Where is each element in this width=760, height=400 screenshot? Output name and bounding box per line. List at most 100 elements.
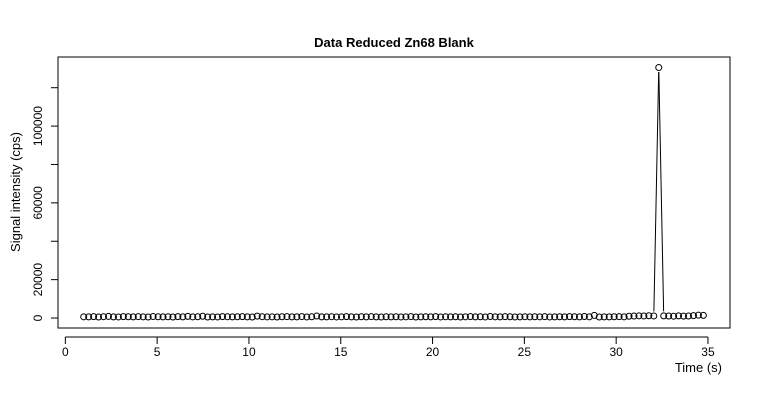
data-point <box>184 312 192 320</box>
data-point <box>238 313 246 321</box>
data-point <box>417 313 425 321</box>
data-point <box>615 313 623 321</box>
data-point <box>382 313 390 321</box>
data-point <box>590 311 598 319</box>
data-point <box>541 313 549 321</box>
x-tick-label: 10 <box>242 345 256 359</box>
data-point <box>169 313 177 321</box>
data-point <box>521 313 529 321</box>
data-point <box>660 312 668 320</box>
data-point <box>90 313 98 321</box>
data-point <box>580 313 588 321</box>
x-tick-label: 20 <box>426 345 440 359</box>
data-point <box>437 313 445 321</box>
data-point <box>600 313 608 321</box>
data-point <box>109 313 117 321</box>
data-point <box>179 313 187 321</box>
data-point <box>650 312 658 320</box>
data-point <box>501 313 509 321</box>
data-point <box>625 312 633 320</box>
x-tick-label: 15 <box>334 345 348 359</box>
data-point <box>278 313 286 321</box>
x-tick-label: 25 <box>518 345 532 359</box>
data-point <box>328 313 336 321</box>
data-point <box>303 313 311 321</box>
data-point <box>134 313 142 321</box>
data-point <box>620 313 628 321</box>
data-point <box>566 313 574 321</box>
data-point <box>293 313 301 321</box>
data-point <box>154 313 162 321</box>
data-point <box>298 313 306 321</box>
data-point <box>95 313 103 321</box>
data-point <box>546 313 554 321</box>
data-point <box>100 313 108 321</box>
data-point <box>640 312 648 320</box>
data-point <box>689 312 697 320</box>
data-point <box>333 313 341 321</box>
data-point <box>442 313 450 321</box>
data-point <box>214 313 222 321</box>
data-point <box>610 313 618 321</box>
x-tick-label: 35 <box>701 345 715 359</box>
data-point <box>680 312 688 320</box>
data-point <box>347 313 355 321</box>
data-point <box>268 313 276 321</box>
x-tick-label: 5 <box>154 345 161 359</box>
data-point <box>699 311 707 319</box>
data-point <box>447 313 455 321</box>
data-point <box>516 313 524 321</box>
line-segment <box>653 72 660 312</box>
data-point <box>313 312 321 320</box>
data-point <box>526 313 534 321</box>
data-point <box>209 313 217 321</box>
data-point <box>511 313 519 321</box>
data-point <box>422 313 430 321</box>
data-point <box>243 313 251 321</box>
x-tick-label: 30 <box>609 345 623 359</box>
data-point <box>104 312 112 320</box>
data-point <box>685 312 693 320</box>
y-tick-label: 100000 <box>31 106 45 146</box>
data-point <box>139 313 147 321</box>
data-point <box>645 312 653 320</box>
data-point <box>114 313 122 321</box>
data-point <box>694 311 702 319</box>
data-point <box>308 313 316 321</box>
data-point <box>288 313 296 321</box>
x-axis-label: Time (s) <box>675 360 722 375</box>
data-point <box>159 313 167 321</box>
data-point <box>357 313 365 321</box>
data-point <box>164 313 172 321</box>
data-point <box>630 312 638 320</box>
data-point <box>119 313 127 321</box>
y-tick-label: 60000 <box>31 186 45 220</box>
data-point <box>367 313 375 321</box>
data-point <box>223 313 231 321</box>
data-point <box>407 313 415 321</box>
line-segment <box>658 72 665 312</box>
data-point <box>476 313 484 321</box>
data-point <box>199 312 207 320</box>
data-point <box>536 313 544 321</box>
data-point <box>233 313 241 321</box>
data-point <box>144 313 152 321</box>
data-point <box>561 313 569 321</box>
data-point <box>219 313 227 321</box>
data-point <box>486 313 494 321</box>
data-point <box>194 313 202 321</box>
data-point <box>204 313 212 321</box>
data-point <box>531 313 539 321</box>
y-tick-label: 0 <box>31 314 45 321</box>
data-point <box>570 313 578 321</box>
data-point <box>655 64 663 72</box>
data-point <box>471 313 479 321</box>
data-point <box>248 313 256 321</box>
data-point <box>397 313 405 321</box>
x-tick-label: 0 <box>62 345 69 359</box>
data-point <box>585 313 593 321</box>
data-point <box>124 313 132 321</box>
data-point <box>481 313 489 321</box>
